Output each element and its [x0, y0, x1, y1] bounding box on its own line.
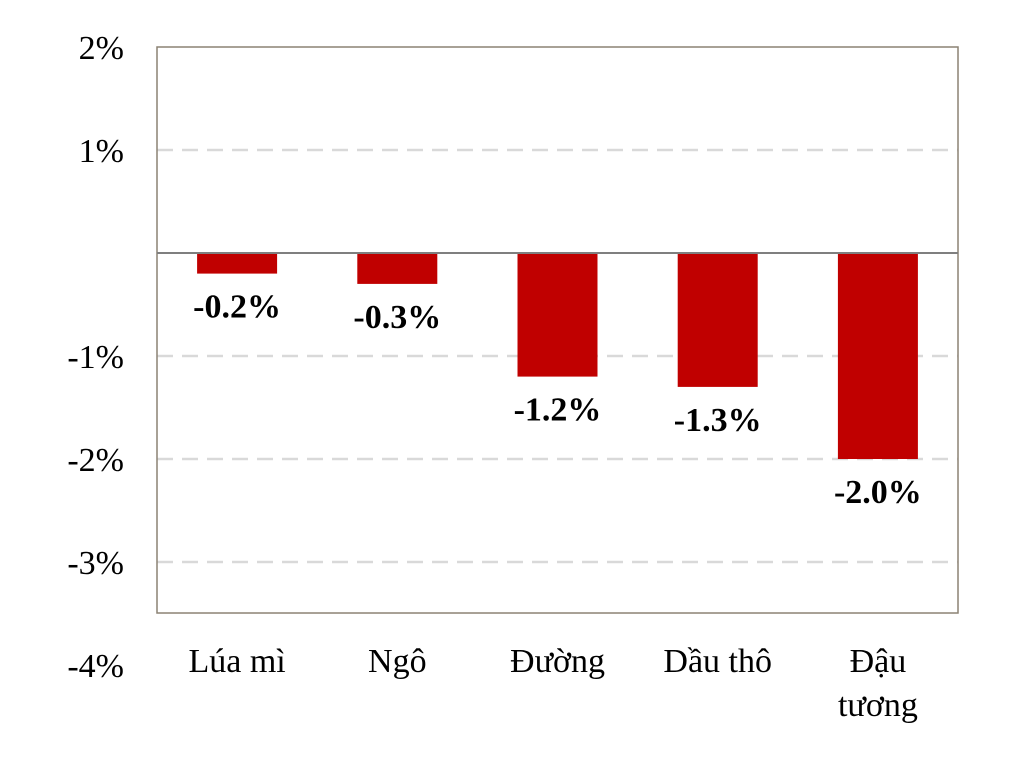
plot-frame	[156, 46, 959, 614]
y-tick-label: 2%	[79, 30, 124, 67]
x-category-label: Dầu thô	[663, 643, 772, 680]
bar	[357, 253, 438, 284]
bar	[837, 253, 918, 459]
bar	[517, 253, 598, 377]
bar	[197, 253, 278, 274]
x-category-label: Ngô	[368, 643, 427, 680]
y-tick-label: -4%	[67, 648, 124, 685]
data-label: -1.2%	[514, 392, 602, 429]
y-tick-label: -2%	[67, 442, 124, 479]
data-label: -0.3%	[353, 299, 441, 336]
bars	[197, 253, 918, 459]
data-labels: -0.2% -0.3% -1.2% -1.3% -2.0%	[193, 289, 922, 511]
bar	[677, 253, 758, 387]
x-category-label: Lúa mì	[188, 643, 285, 680]
y-axis-tick-labels: 2% 1% -1% -2% -3% -4%	[67, 30, 124, 685]
y-tick-label: -1%	[67, 339, 124, 376]
x-axis-category-labels: Lúa mì Ngô Đường Dầu thô Đậu tương	[188, 643, 917, 724]
x-category-label: Đậu tương	[838, 643, 918, 724]
y-tick-label: -3%	[67, 545, 124, 582]
data-label: -1.3%	[674, 402, 762, 439]
x-category-label: Đường	[510, 643, 605, 680]
data-label: -0.2%	[193, 289, 281, 326]
y-tick-label: 1%	[79, 133, 124, 170]
data-label: -2.0%	[834, 474, 922, 511]
